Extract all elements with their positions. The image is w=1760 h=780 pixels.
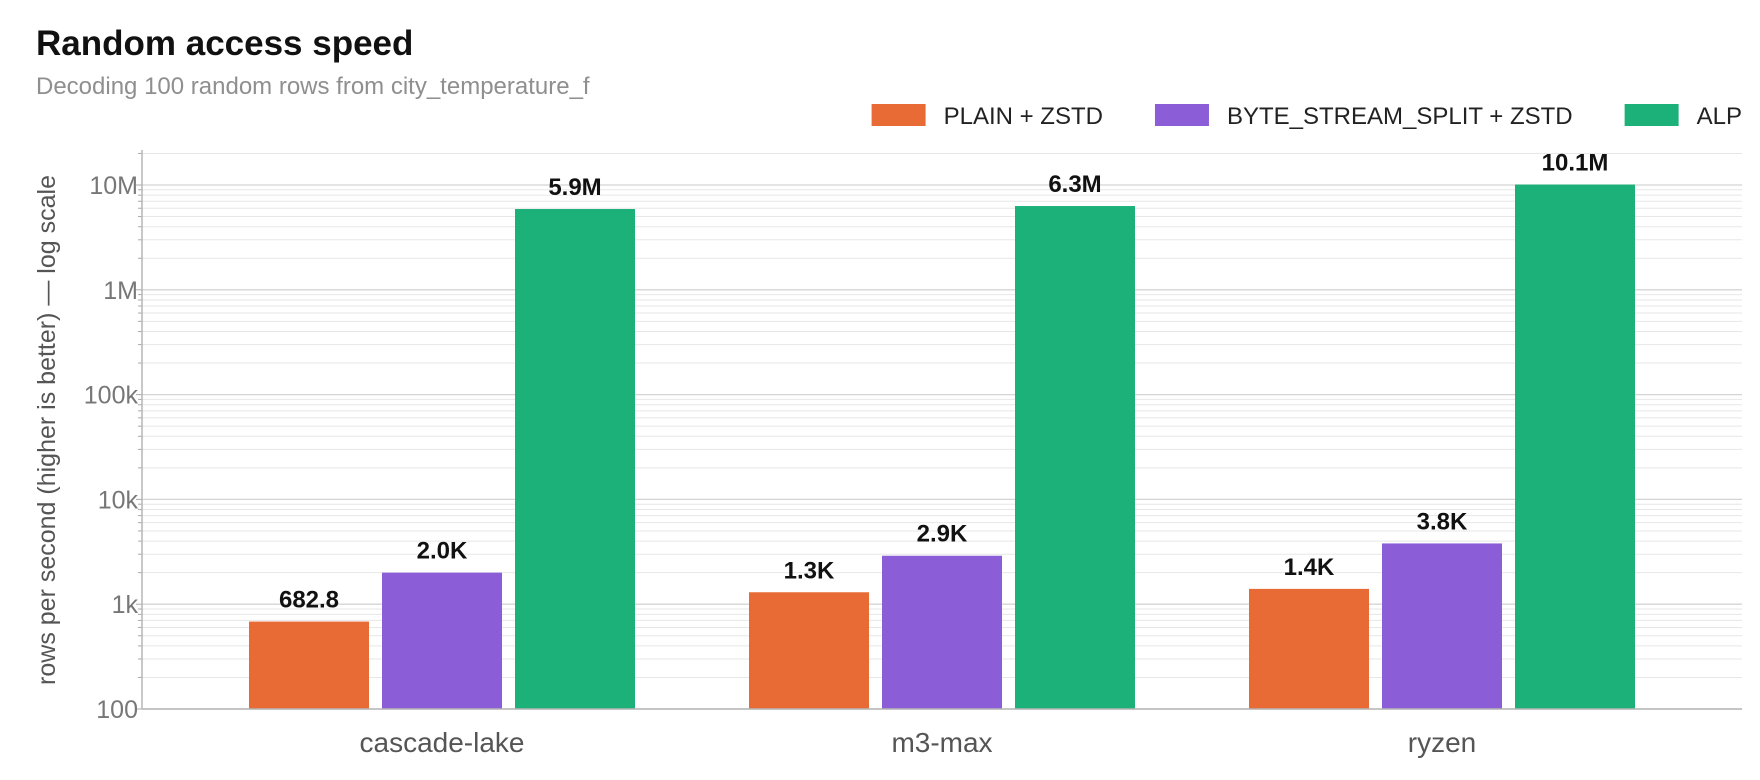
y-tick-label: 100 <box>96 696 138 724</box>
bar <box>1015 206 1135 709</box>
legend-label: BYTE_STREAM_SPLIT + ZSTD <box>1227 103 1573 130</box>
data-label: 5.9M <box>548 174 601 201</box>
data-label: 1.3K <box>784 557 835 584</box>
bar <box>382 572 502 709</box>
axes: 100 1k 10k 100k 1M 10M cascade-lake m3-max ryzen <box>84 150 1742 758</box>
bar <box>882 555 1002 709</box>
bar <box>1249 588 1369 709</box>
data-label: 2.9K <box>917 521 968 548</box>
y-tick-label: 10M <box>89 172 138 200</box>
chart-subtitle: Decoding 100 random rows from city_tempe… <box>36 73 590 100</box>
bar <box>515 209 635 709</box>
y-axis-label: rows per second (higher is better) — log… <box>33 175 61 685</box>
legend-swatch <box>871 104 926 126</box>
y-tick-label: 10k <box>98 486 139 514</box>
x-tick-label: ryzen <box>1408 727 1476 758</box>
data-label: 682.8 <box>279 587 339 614</box>
x-tick-label: m3-max <box>891 727 992 758</box>
data-label: 6.3M <box>1048 171 1101 198</box>
legend-label: PLAIN + ZSTD <box>944 103 1103 130</box>
legend: ALP BYTE_STREAM_SPLIT + ZSTD PLAIN + ZSTD <box>871 103 1742 130</box>
legend-swatch <box>1624 104 1679 126</box>
legend-swatch <box>1154 104 1209 126</box>
data-labels: 682.8 2.0K 5.9M 1.3K 2.9K 6.3M 1.4K 3.8K 10.1M <box>279 150 1608 614</box>
y-tick-label: 1M <box>103 277 138 305</box>
y-tick-label: 1k <box>112 591 139 619</box>
bar <box>749 592 869 709</box>
bar <box>1382 543 1502 709</box>
chart-title: Random access speed <box>36 24 414 63</box>
data-label: 1.4K <box>1284 554 1335 581</box>
data-label: 2.0K <box>417 538 468 565</box>
bar <box>249 621 369 709</box>
bar <box>1515 184 1635 709</box>
bars <box>249 184 1635 709</box>
y-tick-label: 100k <box>84 382 139 410</box>
data-label: 3.8K <box>1417 508 1468 535</box>
x-tick-label: cascade-lake <box>360 727 525 758</box>
legend-label: ALP <box>1697 103 1742 130</box>
data-label: 10.1M <box>1542 150 1609 177</box>
